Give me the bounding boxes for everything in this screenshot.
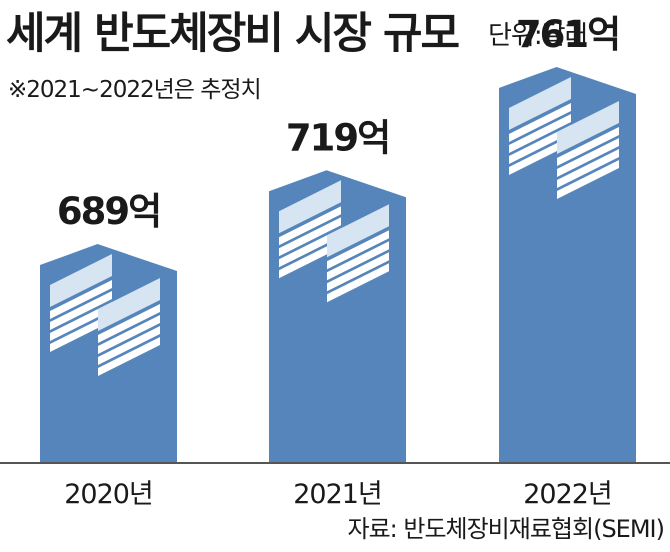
icon-stripe bbox=[50, 291, 112, 331]
chip-stack-icon bbox=[557, 100, 619, 199]
icon-stripe bbox=[50, 313, 112, 353]
category-label-1: 2020년 bbox=[64, 479, 153, 510]
icon-stripe bbox=[279, 206, 341, 246]
icon-stripe bbox=[279, 228, 341, 268]
icon-stripe bbox=[557, 148, 619, 188]
icon-stripe bbox=[279, 239, 341, 279]
icon-stripe bbox=[98, 315, 160, 355]
icon-top-face bbox=[509, 76, 571, 130]
icon-stripe bbox=[50, 302, 112, 342]
icon-stripe bbox=[98, 304, 160, 344]
chip-stack-icon bbox=[98, 278, 160, 377]
estimate-note: ※2021~2022년은 추정치 bbox=[8, 77, 262, 103]
unit-label: 단위:달러 bbox=[488, 21, 588, 51]
icon-stripe bbox=[327, 252, 389, 292]
icon-stripe bbox=[509, 102, 571, 142]
icon-stripe bbox=[327, 241, 389, 281]
category-label-2: 2021년 bbox=[293, 479, 382, 510]
icon-stripe bbox=[98, 326, 160, 366]
bar-3 bbox=[499, 66, 636, 463]
icon-stripe bbox=[509, 124, 571, 164]
source-credit: 자료: 반도체장비재료협회(SEMI) bbox=[347, 515, 665, 543]
icon-stripe bbox=[327, 230, 389, 270]
icon-stripe bbox=[50, 280, 112, 320]
icon-stripe bbox=[509, 113, 571, 153]
icon-top-face bbox=[279, 180, 341, 234]
chip-stack-icon bbox=[279, 180, 341, 279]
chip-stack-icon bbox=[327, 204, 389, 303]
icon-stripe bbox=[557, 159, 619, 199]
icon-stripe bbox=[557, 126, 619, 166]
value-label-1: 689억 bbox=[57, 190, 160, 233]
icon-stripe bbox=[557, 137, 619, 177]
chart-title: 세계 반도체장비 시장 규모 bbox=[6, 9, 460, 59]
chip-stack-icon bbox=[509, 76, 571, 175]
icon-top-face bbox=[98, 278, 160, 332]
icon-stripe bbox=[509, 135, 571, 175]
icon-top-face bbox=[557, 100, 619, 154]
icon-stripe bbox=[98, 337, 160, 377]
value-label-2: 719억 bbox=[286, 116, 389, 159]
chip-stack-icon bbox=[50, 254, 112, 353]
icon-stripe bbox=[279, 217, 341, 257]
icon-stripe bbox=[327, 263, 389, 303]
category-label-3: 2022년 bbox=[523, 479, 612, 510]
icon-top-face bbox=[50, 254, 112, 308]
value-label-3: 761억 bbox=[516, 13, 619, 56]
icon-top-face bbox=[327, 204, 389, 258]
